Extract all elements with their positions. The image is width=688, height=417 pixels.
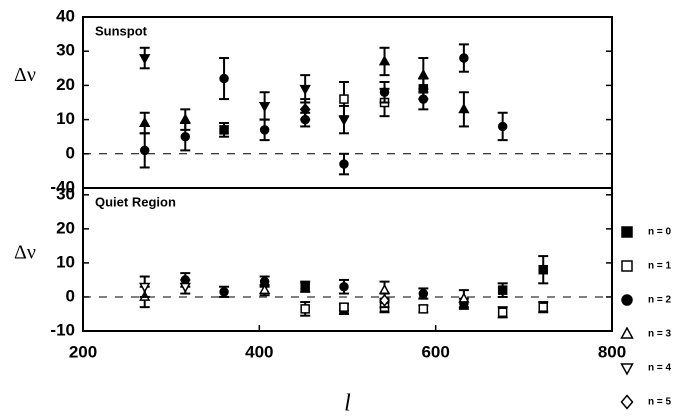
data-point: [139, 116, 151, 127]
y-tick-label: 20: [56, 75, 75, 94]
data-point: [219, 125, 229, 135]
data-point: [339, 281, 349, 292]
data-point: [418, 288, 429, 299]
data-point: [497, 121, 508, 132]
panel-title: Sunspot: [95, 23, 148, 38]
legend-label: n = 5: [648, 397, 672, 408]
data-point: [300, 281, 310, 292]
data-point: [139, 282, 151, 294]
legend-marker: [620, 394, 634, 410]
y-tick-label: 0: [66, 143, 75, 162]
data-point: [338, 115, 350, 126]
data-point: [139, 54, 151, 65]
legend-label: n = 1: [648, 261, 672, 272]
data-point: [458, 292, 470, 303]
legend-marker: [620, 326, 634, 339]
y-tick-label: -10: [50, 320, 75, 339]
data-point: [497, 307, 508, 318]
legend-label: n = 0: [648, 227, 672, 238]
legend-label: n = 2: [648, 295, 672, 306]
data-point: [378, 55, 391, 66]
data-point: [299, 102, 311, 116]
data-point: [458, 102, 470, 114]
data-point: [538, 264, 548, 275]
x-tick-label: 400: [245, 342, 273, 361]
y-tick-label: 20: [56, 218, 75, 237]
data-point: [378, 283, 391, 295]
data-point: [497, 285, 508, 295]
x-tick-label: 600: [421, 342, 449, 361]
y-tick-label: 40: [56, 6, 75, 25]
data-point: [139, 145, 150, 156]
data-point: [459, 53, 469, 63]
data-point: [339, 159, 349, 169]
data-point: [379, 293, 390, 307]
data-point: [538, 302, 548, 312]
panel-title: Quiet Region: [95, 194, 176, 209]
data-point: [259, 125, 270, 135]
data-point: [299, 84, 311, 96]
y-tick-label: 10: [56, 252, 75, 271]
data-point: [180, 131, 191, 142]
legend-marker: [621, 260, 633, 272]
data-point: [258, 283, 271, 295]
y-axis-label: Δν: [14, 64, 36, 86]
data-point: [418, 304, 429, 314]
x-tick-label: 800: [598, 342, 626, 361]
y-tick-label: 10: [56, 109, 75, 128]
data-point: [379, 87, 390, 97]
data-point: [339, 302, 349, 312]
data-point: [179, 282, 191, 294]
legend-marker: [620, 363, 634, 376]
data-point: [258, 101, 271, 113]
data-point: [219, 287, 229, 297]
data-point: [300, 304, 310, 314]
y-tick-label: 30: [56, 41, 75, 60]
legend-marker: [621, 226, 633, 238]
data-point: [339, 94, 349, 104]
data-point: [417, 68, 429, 80]
y-tick-label: 0: [66, 286, 75, 305]
legend-label: n = 4: [648, 363, 672, 374]
legend-marker: [621, 294, 633, 306]
x-tick-label: 200: [69, 342, 97, 361]
y-tick-label: 30: [56, 184, 75, 203]
data-point: [219, 73, 229, 84]
y-tick-label: -40: [50, 177, 75, 196]
data-point: [418, 94, 429, 104]
legend-label: n = 3: [648, 329, 672, 340]
y-axis-label: Δν: [14, 241, 36, 263]
x-axis-label: l: [344, 391, 351, 417]
data-point: [179, 113, 191, 124]
panel-frame: [82, 187, 613, 332]
